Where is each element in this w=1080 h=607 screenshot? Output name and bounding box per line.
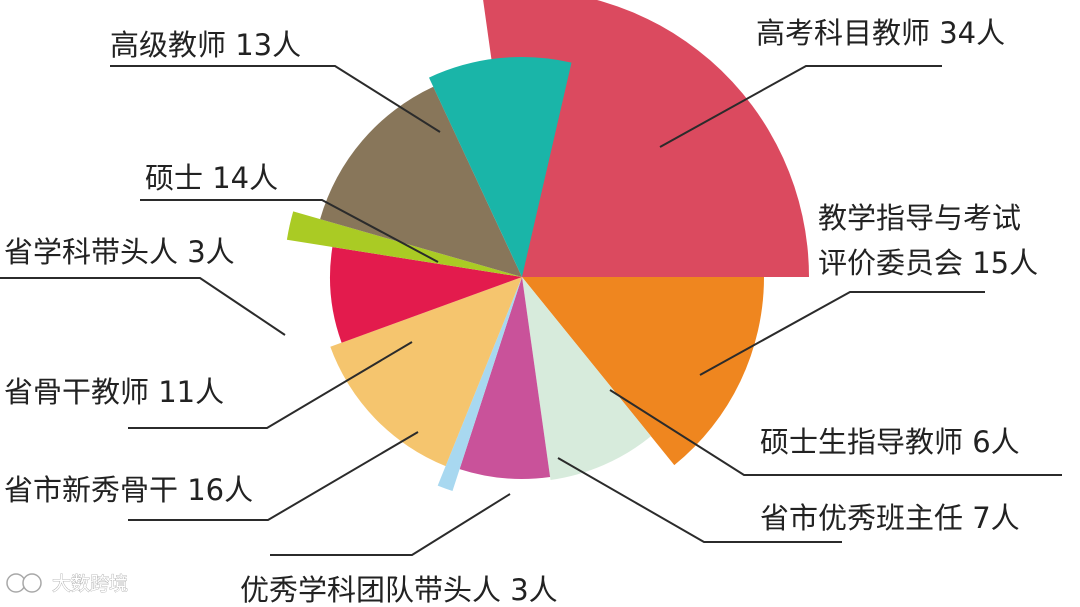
leader-line-4 <box>557 457 842 543</box>
watermark: 大数跨境 <box>6 573 128 595</box>
slice-label-4: 省市优秀班主任 7人 <box>760 501 1020 535</box>
leader-line-9 <box>140 199 439 263</box>
leader-line-1 <box>659 65 942 148</box>
slice-7 <box>330 247 522 343</box>
slice-6 <box>330 277 522 467</box>
slice-label-9: 硕士 14人 <box>145 161 278 195</box>
leader-line-8 <box>0 277 286 336</box>
slice-label-5: 优秀学科团队带头人 3人 <box>240 573 558 607</box>
slice-label-7: 省骨干教师 11人 <box>4 375 224 409</box>
leader-line-3 <box>609 389 1062 476</box>
slice-label-3: 硕士生指导教师 6人 <box>760 425 1020 459</box>
slice-9 <box>320 86 522 277</box>
slice-label-2: 评价委员会 15人 <box>818 246 1038 280</box>
slice-4 <box>459 277 551 479</box>
watermark-text: 大数跨境 <box>52 573 128 595</box>
leader-line-10 <box>110 65 441 133</box>
slice-10 <box>429 56 572 277</box>
slice-5 <box>437 277 522 491</box>
leader-line-6 <box>128 431 419 521</box>
slice-label-1: 高考科目教师 34人 <box>756 16 1005 50</box>
leader-line-7 <box>128 341 413 429</box>
leader-line-2 <box>699 291 985 376</box>
slice-label-8: 省学科带头人 3人 <box>4 235 235 269</box>
logo-icon <box>6 573 42 593</box>
slice-label-6: 省市新秀骨干 16人 <box>4 473 253 507</box>
pie-slices <box>286 0 809 491</box>
leader-line-5 <box>270 493 511 556</box>
slice-2 <box>522 277 764 466</box>
slice-label-2: 教学指导与考试 <box>818 201 1021 235</box>
slice-3 <box>522 277 651 480</box>
slice-label-10: 高级教师 13人 <box>110 28 301 62</box>
